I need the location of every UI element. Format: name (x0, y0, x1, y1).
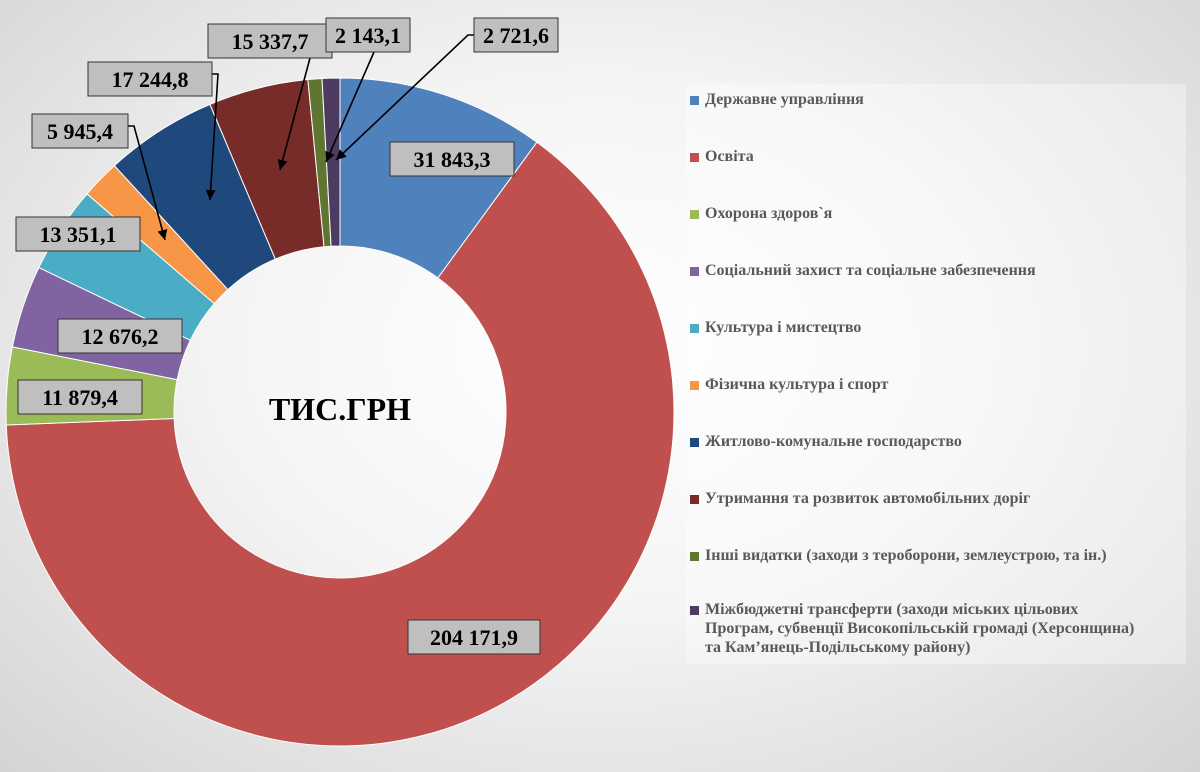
legend-swatch (690, 438, 699, 447)
legend-swatch (690, 153, 699, 162)
legend-swatch (690, 381, 699, 390)
center-label: ТИС.ГРН (269, 391, 411, 427)
legend-label: Інші видатки (заходи з тероборони, земле… (705, 547, 1107, 564)
legend-swatch (690, 606, 699, 615)
legend-label: Житлово-комунальне господарство (705, 433, 962, 450)
slice-10 (321, 77, 341, 247)
data-label-3: 11 879,4 (17, 379, 143, 415)
data-label-box (325, 17, 411, 53)
legend: Державне управління Освіта Охорона здоров`… (686, 84, 1186, 664)
data-label-10: 2 721,6 (473, 17, 559, 53)
legend-item-5: Культура і мистецтво (690, 318, 861, 337)
data-label-7: 17 244,8 (87, 61, 213, 97)
legend-swatch (690, 210, 699, 219)
data-label-box (207, 23, 333, 59)
slice-2 (5, 141, 675, 747)
leader-arrow-9 (325, 51, 375, 163)
data-label-text: 17 244,8 (112, 67, 189, 92)
arrowhead (277, 159, 288, 170)
legend-label: Охорона здоров`я (705, 205, 833, 222)
arrowhead (205, 189, 216, 200)
data-label-box (87, 61, 213, 97)
data-label-1: 31 843,3 (389, 141, 515, 177)
leader-arrow-7 (209, 73, 219, 201)
data-label-text: 12 676,2 (82, 324, 159, 349)
legend-item-2: Освіта (690, 147, 754, 166)
data-label-4: 12 676,2 (57, 318, 183, 354)
data-label-box (15, 216, 141, 252)
arrowhead (157, 229, 168, 240)
arrowhead (325, 150, 335, 162)
legend-item-7: Житлово-комунальне господарство (690, 432, 962, 451)
data-label-text: 11 879,4 (42, 385, 118, 410)
data-label-text: 204 171,9 (430, 625, 518, 650)
leader-arrow-6 (128, 125, 166, 241)
legend-item-8: Утримання та розвиток автомобільних дорі… (690, 489, 1030, 508)
leader-arrow-10 (335, 34, 474, 161)
legend-label: Фізична культура і спорт (705, 376, 889, 393)
data-label-5: 13 351,1 (15, 216, 141, 252)
legend-item-4: Соціальний захист та соціальне забезпече… (690, 261, 1036, 280)
legend-label: Державне управління (705, 91, 864, 108)
data-label-2: 204 171,9 (407, 619, 541, 655)
data-label-6: 5 945,4 (31, 113, 129, 149)
data-label-9: 2 143,1 (325, 17, 411, 53)
legend-swatch (690, 96, 699, 105)
data-label-box (389, 141, 515, 177)
data-label-text: 13 351,1 (40, 222, 117, 247)
data-label-text: 2 143,1 (335, 23, 401, 48)
data-label-text: 15 337,7 (232, 29, 309, 54)
data-label-text: 2 721,6 (483, 23, 549, 48)
leader-arrow-8 (279, 57, 311, 171)
data-label-box (407, 619, 541, 655)
data-label-text: 31 843,3 (414, 147, 491, 172)
legend-swatch (690, 324, 699, 333)
legend-label: Соціальний захист та соціальне забезпече… (705, 262, 1036, 279)
legend-label: Освіта (705, 148, 754, 165)
data-label-8: 15 337,7 (207, 23, 333, 59)
arrowhead (336, 149, 347, 160)
legend-item-6: Фізична культура і спорт (690, 375, 888, 394)
data-label-text: 5 945,4 (47, 119, 113, 144)
legend-swatch (690, 495, 699, 504)
legend-swatch (690, 552, 699, 561)
legend-label: Культура і мистецтво (705, 319, 862, 336)
legend-item-1: Державне управління (690, 90, 864, 109)
legend-item-9: Інші видатки (заходи з тероборони, земле… (690, 546, 1107, 565)
legend-swatch (690, 267, 699, 276)
data-label-box (57, 318, 183, 354)
legend-item-3: Охорона здоров`я (690, 204, 832, 223)
legend-label: Міжбюджетні трансферти (заходи міських ц… (705, 601, 1135, 656)
data-label-box (473, 17, 559, 53)
data-label-box (31, 113, 129, 149)
legend-item-10: Міжбюджетні трансферти (заходи міських ц… (690, 600, 1145, 657)
data-label-box (17, 379, 143, 415)
legend-label: Утримання та розвиток автомобільних дорі… (705, 490, 1031, 507)
